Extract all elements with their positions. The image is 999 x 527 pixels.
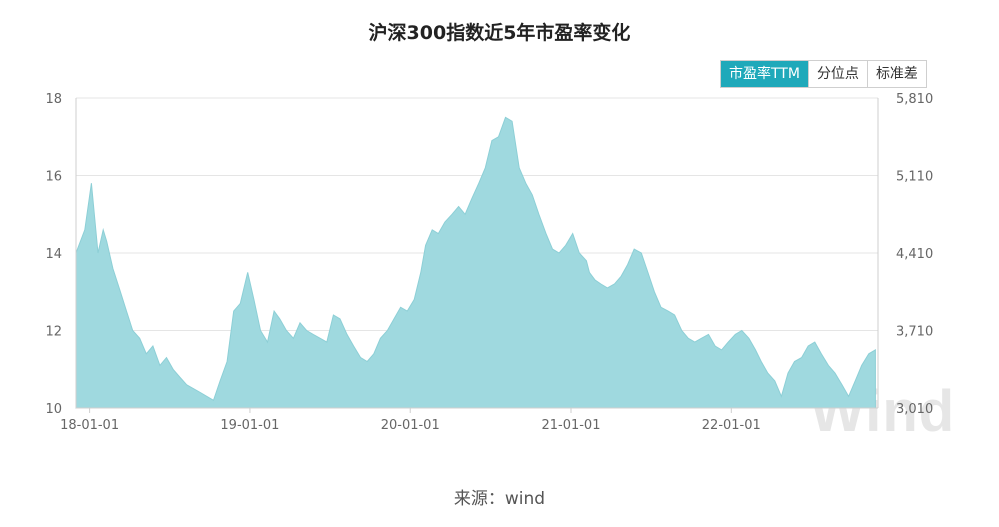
source-note: 来源：wind [453, 489, 546, 509]
y-tick-label: 10 [45, 402, 62, 417]
tab-std-dev[interactable]: 标准差 [866, 61, 926, 87]
chart-title: 沪深300指数近5年市盈率变化 [368, 22, 631, 44]
y2-tick-label: 5,110 [896, 170, 933, 185]
pe-area-series [75, 116, 876, 409]
tab-percentile[interactable]: 分位点 [807, 61, 867, 87]
x-tick-label: 19-01-01 [220, 418, 279, 433]
x-tick-label: 20-01-01 [381, 418, 440, 433]
x-tick-label: 18-01-01 [60, 418, 119, 433]
x-tick-label: 21-01-01 [541, 418, 600, 433]
view-tabs: 市盈率TTM 分位点 标准差 [720, 60, 927, 88]
y-tick-label: 14 [45, 247, 62, 262]
y-tick-label: 18 [45, 92, 62, 107]
y-tick-label: 16 [45, 170, 62, 185]
y2-tick-label: 5,810 [896, 92, 933, 107]
y2-tick-label: 3,710 [896, 325, 933, 340]
y-tick-label: 12 [45, 325, 62, 340]
tab-pe-ttm[interactable]: 市盈率TTM [721, 61, 808, 87]
y2-tick-label: 3,010 [896, 402, 933, 417]
x-tick-label: 22-01-01 [702, 418, 761, 433]
y2-tick-label: 4,410 [896, 247, 933, 262]
